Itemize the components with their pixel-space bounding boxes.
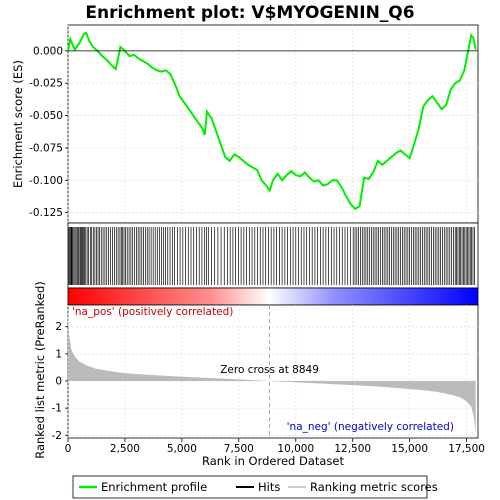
positive-correlation-label: 'na_pos' (positively correlated) bbox=[72, 306, 233, 318]
metric-y-axis-title: Ranked list metric (PreRanked) bbox=[33, 281, 47, 459]
es-y-tick-label: 0.000 bbox=[33, 45, 63, 57]
es-y-tick-label: -0.100 bbox=[29, 175, 63, 187]
es-y-tick-label: -0.075 bbox=[29, 142, 63, 154]
x-axis-ticks: 0 2,500 5,000 7,500 10,000 12,500 15,000 17,500 bbox=[65, 438, 485, 455]
metric-panel: 2 1 0 -1 -2 'na_pos' (positively correlated)… bbox=[52, 304, 479, 442]
enrichment-profile-line bbox=[67, 31, 477, 211]
x-axis-title: Rank in Ordered Dataset bbox=[202, 454, 345, 468]
negative-correlation-label: 'na_neg' (negatively correlated) bbox=[287, 421, 454, 433]
zero-cross-label: Zero cross at 8849 bbox=[220, 364, 319, 376]
x-tick-label: 2,500 bbox=[110, 443, 140, 455]
legend-item-hits: Hits bbox=[258, 480, 280, 494]
es-y-tick-label: -0.125 bbox=[29, 207, 63, 219]
es-y-axis-title: Enrichment score (ES) bbox=[11, 60, 25, 188]
chart-title: Enrichment plot: V$MYOGENIN_Q6 bbox=[85, 3, 414, 23]
es-panel: 0.000 -0.025 -0.050 -0.075 -0.100 -0.125 bbox=[29, 24, 479, 224]
legend-item-metric: Ranking metric scores bbox=[310, 480, 438, 494]
x-tick-label: 12,500 bbox=[334, 443, 371, 455]
metric-y-tick-label: -2 bbox=[52, 430, 62, 442]
x-tick-label: 7,500 bbox=[224, 443, 254, 455]
metric-y-tick-label: 1 bbox=[55, 348, 62, 360]
metric-y-tick-label: 2 bbox=[55, 321, 62, 333]
x-tick-label: 0 bbox=[65, 443, 72, 455]
hits-panel bbox=[67, 222, 479, 289]
metric-y-ticks: 2 1 0 -1 -2 bbox=[52, 321, 68, 442]
es-y-tick-label: -0.050 bbox=[29, 110, 63, 122]
x-tick-label: 10,000 bbox=[277, 443, 314, 455]
es-y-tick-label: -0.025 bbox=[29, 78, 63, 90]
legend: Enrichment profile Hits Ranking metric s… bbox=[72, 475, 438, 499]
metric-y-tick-label: 0 bbox=[55, 376, 62, 388]
x-tick-label: 5,000 bbox=[167, 443, 197, 455]
legend-item-profile: Enrichment profile bbox=[101, 480, 207, 494]
es-y-ticks: 0.000 -0.025 -0.050 -0.075 -0.100 -0.125 bbox=[29, 45, 68, 219]
rank-gradient-bar bbox=[67, 287, 479, 306]
hits-lines bbox=[68, 227, 475, 285]
metric-panel-frame bbox=[67, 304, 479, 439]
hits-panel-frame bbox=[67, 222, 479, 289]
rank-color-bar bbox=[67, 287, 479, 306]
x-tick-label: 15,000 bbox=[391, 443, 428, 455]
metric-y-tick-label: -1 bbox=[52, 403, 62, 415]
x-tick-label: 17,500 bbox=[448, 443, 485, 455]
